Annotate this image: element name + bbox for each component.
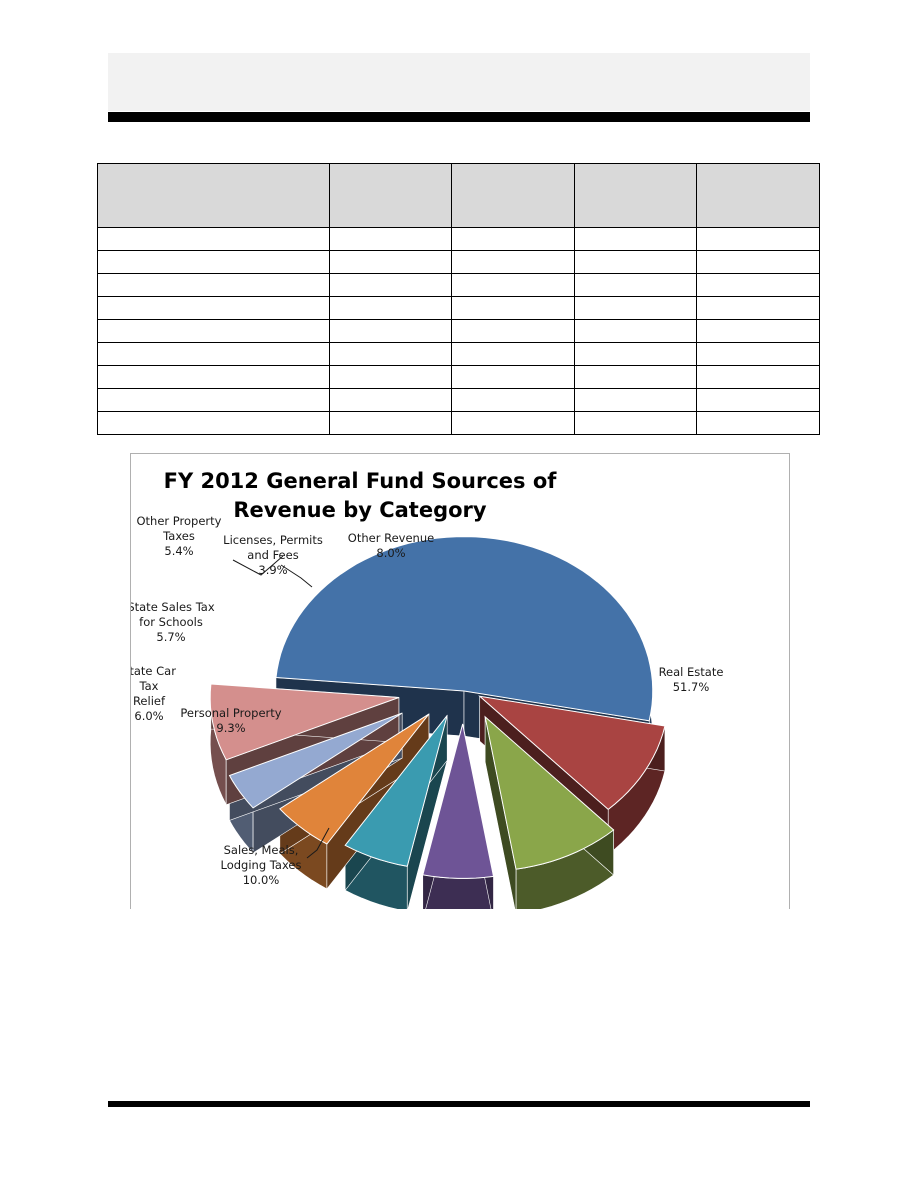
table-row bbox=[97, 273, 820, 297]
pie-slice-4 bbox=[422, 723, 495, 879]
table-cell bbox=[696, 365, 820, 389]
pie-slice-6 bbox=[279, 713, 430, 845]
page-header-band bbox=[108, 53, 810, 111]
table-row bbox=[97, 342, 820, 366]
chart-title-line-2: Revenue by Category bbox=[233, 498, 487, 522]
table-cell bbox=[696, 342, 820, 366]
table-cell bbox=[451, 388, 575, 412]
table-cell bbox=[97, 388, 330, 412]
table-cell bbox=[97, 411, 330, 435]
table-cell bbox=[451, 411, 575, 435]
table-cell bbox=[574, 296, 697, 320]
pie-slice-8 bbox=[209, 683, 400, 761]
table-cell bbox=[696, 388, 820, 412]
revenue-table bbox=[97, 163, 820, 435]
table-cell bbox=[451, 342, 575, 366]
table-cell bbox=[574, 227, 697, 251]
table-cell bbox=[97, 342, 330, 366]
table-header-cell bbox=[451, 163, 575, 228]
table-cell bbox=[329, 227, 452, 251]
table-cell bbox=[329, 411, 452, 435]
table-cell bbox=[696, 319, 820, 343]
table-cell bbox=[97, 296, 330, 320]
footer-rule bbox=[108, 1101, 810, 1107]
table-cell bbox=[451, 250, 575, 274]
slice-label-5: State Sales Tax for Schools 5.7% bbox=[131, 600, 215, 644]
table-cell bbox=[329, 296, 452, 320]
table-cell bbox=[329, 365, 452, 389]
slice-label-6: Other Property Taxes 5.4% bbox=[137, 514, 222, 558]
table-cell bbox=[574, 250, 697, 274]
table-cell bbox=[574, 365, 697, 389]
table-cell bbox=[696, 250, 820, 274]
table-cell bbox=[574, 388, 697, 412]
slice-label-1: Real Estate 51.7% bbox=[659, 665, 724, 694]
table-row bbox=[97, 296, 820, 320]
slice-label-7: Licenses, Permits and Fees 3.9% bbox=[223, 533, 323, 577]
pie-slice-5 bbox=[344, 715, 448, 867]
table-cell bbox=[329, 319, 452, 343]
table-cell bbox=[696, 296, 820, 320]
chart-title-line-1: FY 2012 General Fund Sources of bbox=[164, 469, 558, 493]
table-cell bbox=[451, 227, 575, 251]
table-cell bbox=[451, 365, 575, 389]
slice-label-8: Other Revenue 8.0% bbox=[348, 531, 434, 560]
table-cell bbox=[451, 296, 575, 320]
table-cell bbox=[574, 342, 697, 366]
pie-chart: FY 2012 General Fund Sources of Revenue … bbox=[131, 469, 724, 909]
pie-slice-2 bbox=[478, 695, 666, 811]
table-cell bbox=[574, 273, 697, 297]
table-header-cell bbox=[329, 163, 452, 228]
table-cell bbox=[329, 342, 452, 366]
table-row bbox=[97, 250, 820, 274]
pie-slice-7 bbox=[228, 712, 403, 809]
table-cell bbox=[97, 250, 330, 274]
table-cell bbox=[696, 273, 820, 297]
table-cell bbox=[574, 411, 697, 435]
pie-slice-1 bbox=[275, 536, 654, 722]
pie-slice-3 bbox=[484, 715, 615, 870]
table-header-cell bbox=[696, 163, 820, 228]
table-header-cell bbox=[574, 163, 697, 228]
slice-label-2: Sales, Meals, Lodging Taxes 10.0% bbox=[221, 843, 302, 887]
table-cell bbox=[696, 411, 820, 435]
table-cell bbox=[97, 365, 330, 389]
header-rule bbox=[108, 112, 810, 122]
table-cell bbox=[329, 273, 452, 297]
table-header-cell bbox=[97, 163, 330, 228]
table-cell bbox=[451, 273, 575, 297]
table-row bbox=[97, 411, 820, 435]
table-cell bbox=[329, 250, 452, 274]
leader-line-2 bbox=[306, 827, 330, 859]
table-header-row bbox=[97, 163, 820, 228]
table-cell bbox=[451, 319, 575, 343]
table-cell bbox=[97, 273, 330, 297]
table-cell bbox=[574, 319, 697, 343]
table-row bbox=[97, 365, 820, 389]
table-row bbox=[97, 227, 820, 251]
leader-line-6 bbox=[232, 555, 284, 576]
table-cell bbox=[329, 388, 452, 412]
leader-line-7 bbox=[280, 564, 313, 588]
table-row bbox=[97, 319, 820, 343]
table-cell bbox=[97, 319, 330, 343]
table-cell bbox=[696, 227, 820, 251]
table-row bbox=[97, 388, 820, 412]
slice-label-3: Personal Property 9.3% bbox=[180, 706, 281, 735]
pie-chart-frame: FY 2012 General Fund Sources of Revenue … bbox=[130, 453, 790, 909]
table-cell bbox=[97, 227, 330, 251]
